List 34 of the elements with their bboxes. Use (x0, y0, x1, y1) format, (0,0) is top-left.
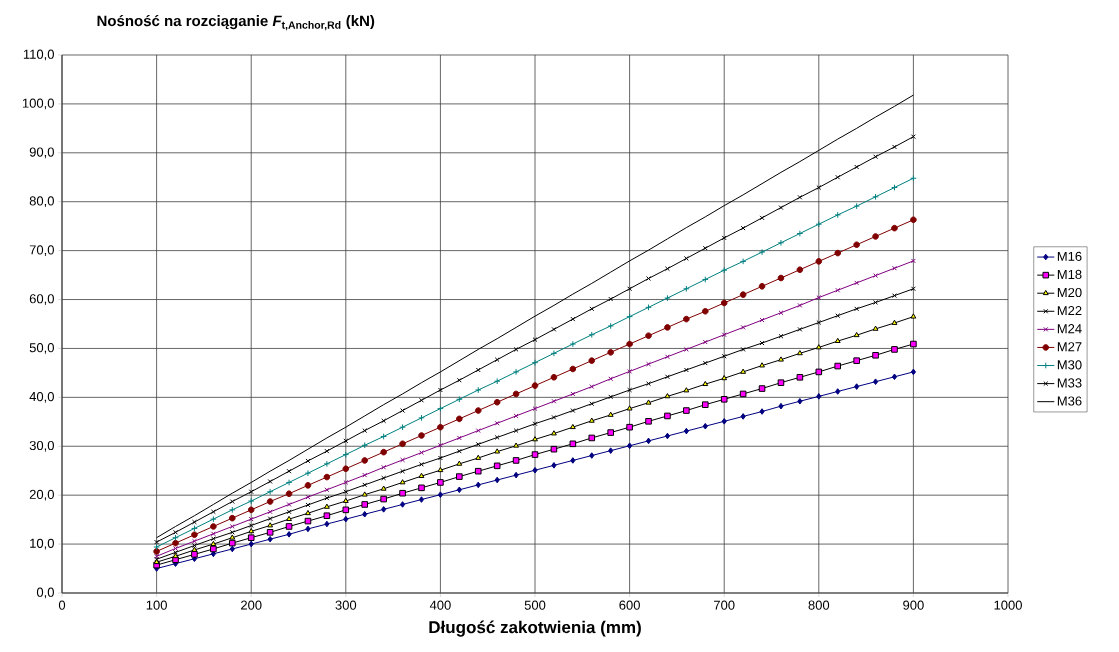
legend-label: M18 (1057, 269, 1082, 280)
chart-title: $\text{\bfseries Nośność na rozciąganie }\text{\bfseries\itshape F}_{\text{\bfseries t,Anchor,Rd}}\text{\bfseries\ (kN)}$ (97, 14, 375, 31)
x-tick-label: 400 (429, 600, 451, 610)
y-tick-label: 70,0 (29, 245, 54, 256)
x-tick-label: 500 (524, 600, 546, 610)
legend-label: M36 (1057, 396, 1082, 406)
y-tick-label: 80,0 (29, 196, 54, 208)
x-tick-label: 300 (335, 600, 357, 610)
legend-label: M33 (1057, 378, 1082, 388)
x-tick-label: 700 (714, 600, 735, 610)
y-tick-label: 10,0 (30, 538, 54, 550)
x-axis-title: Długość zakotwienia (mm) (429, 620, 641, 637)
y-tick-label: 30,0 (29, 440, 54, 452)
x-tick-label: 0 (58, 600, 66, 610)
x-tick-label: 100 (146, 600, 167, 610)
x-tick-label: 200 (241, 600, 262, 610)
y-tick-label: 20,0 (29, 489, 54, 501)
legend-label: M30 (1057, 360, 1082, 370)
legend-label: M16 (1057, 251, 1082, 261)
x-tick-label: 1000 (994, 600, 1022, 610)
y-tick-label: 100,0 (22, 98, 54, 110)
y-tick-label: 90,0 (29, 147, 54, 159)
legend-label: M24 (1057, 324, 1082, 334)
x-tick-label: 900 (903, 600, 924, 610)
y-tick-label: 50,0 (29, 343, 54, 354)
legend-label: M20 (1057, 287, 1082, 298)
x-tick-label: 600 (619, 600, 640, 610)
y-tick-label: 40,0 (29, 391, 54, 403)
x-tick-label: 800 (808, 600, 830, 610)
y-tick-label: 0,0 (36, 587, 54, 599)
y-tick-label: 110,0 (23, 49, 54, 61)
y-tick-label: 60,0 (29, 294, 54, 305)
legend-label: M27 (1057, 342, 1082, 352)
legend-label: M22 (1057, 306, 1082, 316)
